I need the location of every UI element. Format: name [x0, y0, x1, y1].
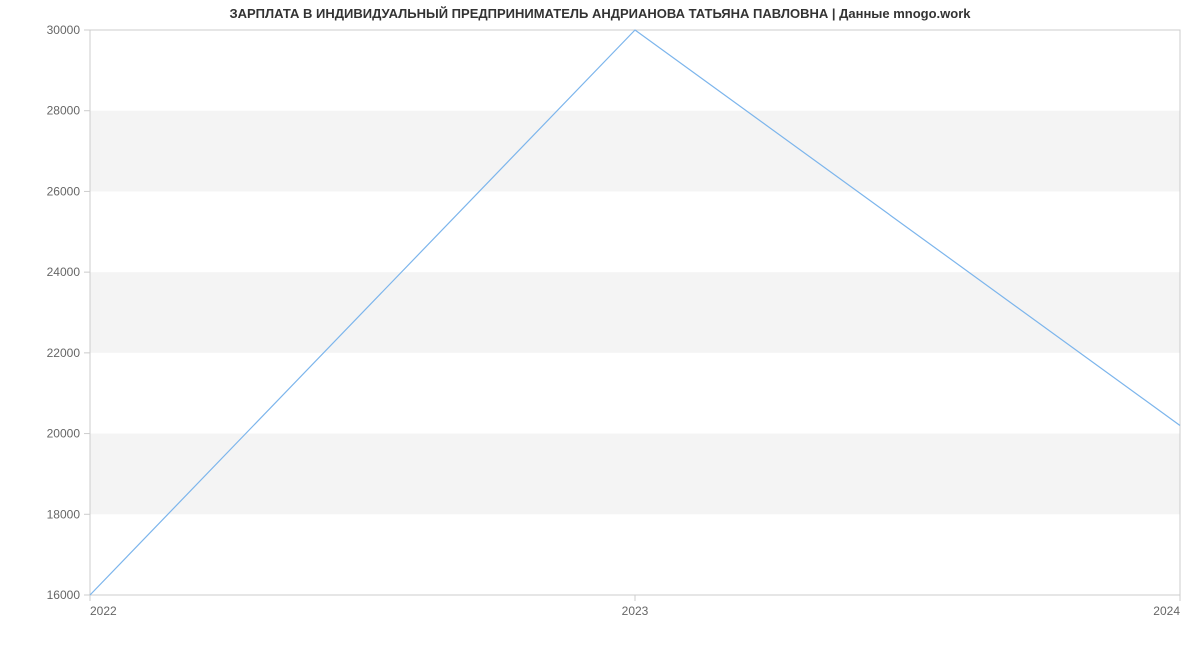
y-tick-label: 22000: [47, 346, 81, 360]
y-tick-label: 30000: [47, 23, 81, 37]
y-tick-label: 16000: [47, 588, 81, 602]
salary-chart: ЗАРПЛАТА В ИНДИВИДУАЛЬНЫЙ ПРЕДПРИНИМАТЕЛ…: [0, 0, 1200, 650]
y-tick-label: 24000: [47, 265, 81, 279]
grid-band: [90, 111, 1180, 192]
chart-svg: 16000 18000 20000 22000 24000 26000 28000 30000…: [0, 0, 1200, 650]
x-tick-label: 2022: [90, 604, 117, 618]
x-tick-label: 2023: [622, 604, 649, 618]
y-tick-label: 18000: [47, 507, 81, 521]
grid-band: [90, 272, 1180, 353]
y-tick-label: 26000: [47, 184, 81, 198]
x-tick-label: 2024: [1153, 604, 1180, 618]
y-tick-label: 20000: [47, 427, 81, 441]
y-tick-label: 28000: [47, 104, 81, 118]
grid-band: [90, 434, 1180, 515]
chart-title: ЗАРПЛАТА В ИНДИВИДУАЛЬНЫЙ ПРЕДПРИНИМАТЕЛ…: [0, 6, 1200, 21]
